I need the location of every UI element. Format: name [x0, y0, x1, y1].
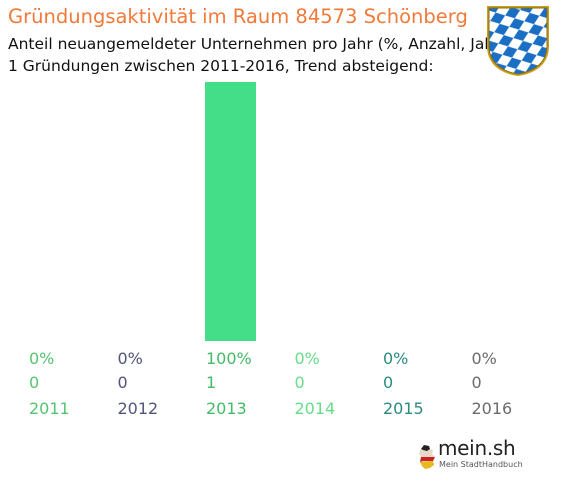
count-label-2016: 0 [472, 373, 482, 392]
year-label-2012: 2012 [118, 399, 159, 418]
labels-group: 0% 0 2011 0% 0 2012 100% 1 2013 0% 0 2014 0% 0 2015 0% 0… [29, 349, 512, 418]
count-label-2012: 0 [118, 373, 128, 392]
count-label-2014: 0 [295, 373, 305, 392]
chart-title: Gründungsaktivität im Raum 84573 Schönbe… [8, 5, 468, 28]
percent-label-2013: 100% [206, 349, 252, 368]
percent-label-2011: 0% [29, 349, 54, 368]
logo-tagline: Mein StadtHandbuch [439, 460, 523, 469]
logo-text: mein.sh [438, 436, 516, 460]
germany-map-icon [419, 445, 435, 469]
year-label-2015: 2015 [383, 399, 424, 418]
chart-subtitle: Anteil neuangemeldeter Unternehmen pro J… [8, 35, 507, 53]
brand-logo[interactable]: mein.sh Mein StadtHandbuch [418, 436, 526, 476]
percent-label-2015: 0% [383, 349, 408, 368]
bar-2013 [205, 82, 256, 341]
year-label-2014: 2014 [295, 399, 336, 418]
percent-label-2014: 0% [295, 349, 320, 368]
count-label-2011: 0 [29, 373, 39, 392]
percent-label-2016: 0% [472, 349, 497, 368]
count-label-2015: 0 [383, 373, 393, 392]
bars-group [205, 82, 256, 341]
chart-summary: 1 Gründungen zwischen 2011-2016, Trend a… [8, 57, 434, 75]
bavaria-crest-icon [487, 6, 549, 76]
percent-label-2012: 0% [118, 349, 143, 368]
year-label-2016: 2016 [472, 399, 513, 418]
year-label-2011: 2011 [29, 399, 70, 418]
year-label-2013: 2013 [206, 399, 247, 418]
count-label-2013: 1 [206, 373, 216, 392]
